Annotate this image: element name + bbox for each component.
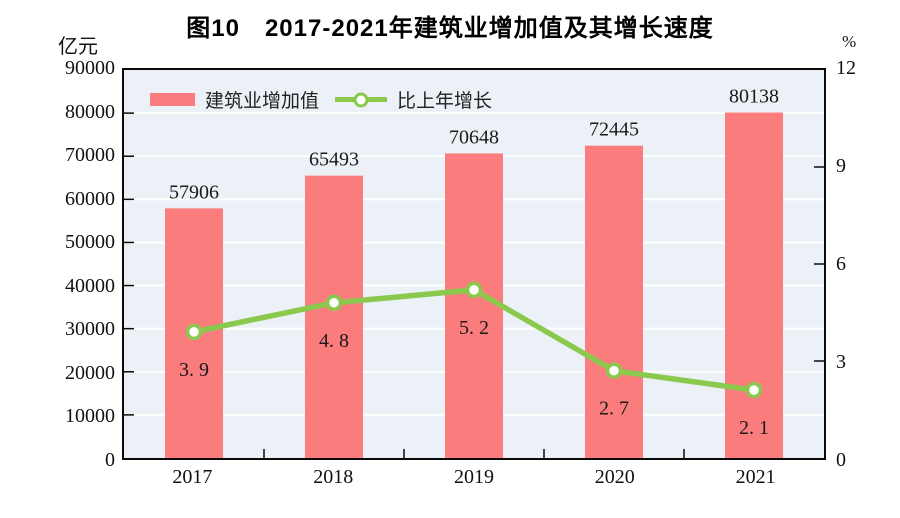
left-tick-label: 80000 [65,100,115,123]
line-marker-2018 [325,294,343,312]
left-tick-label: 30000 [65,318,115,341]
left-tick-label: 90000 [65,57,115,79]
growth-value-label: 2. 7 [599,398,629,420]
line-marker-2020 [605,362,623,379]
bar-2019 [445,153,503,458]
legend-label-bar: 建筑业增加值 [205,91,320,112]
line-marker-2021 [745,381,763,399]
left-tick-label: 70000 [65,144,115,167]
right-tick-label: 6 [836,253,846,275]
right-tick-label: 0 [836,449,846,471]
bar-value-label: 65493 [309,149,359,171]
line-marker-2017 [185,323,203,341]
right-axis-unit: % [842,32,857,51]
right-tick-label: 12 [836,57,856,79]
line-with-dot-icon [335,92,388,107]
growth-value-label: 5. 2 [459,317,489,339]
left-tick-label: 10000 [65,405,115,428]
chart-title: 图10 2017-2021年建筑业增加值及其增长速度 [186,15,714,42]
bar-2020 [585,145,643,458]
legend-item-bar-series: 建筑业增加值 [150,86,319,113]
bar-value-label: 70648 [449,126,499,148]
bar-value-label: 80138 [729,86,779,108]
line-dot-icon [353,92,369,107]
bar-value-label: 72445 [589,119,639,141]
left-tick-label: 60000 [65,187,115,210]
left-tick-label: 0 [105,449,115,471]
left-axis-unit: 亿元 [58,36,98,58]
legend-item-line-series: 比上年增长 [335,86,492,113]
right-tick-label: 9 [836,155,846,177]
bar-swatch-icon [150,93,195,106]
left-tick-label: 40000 [65,274,115,297]
chart-canvas: 57906 65493 70648 72445 80138 3. 9 4. 8 5. 2 2. … [124,86,824,458]
x-tick-label-2017: 2017 [172,466,213,488]
x-tick-label-2018: 2018 [313,466,354,488]
plot-area: 57906 65493 70648 72445 80138 3. 9 4. 8 5. 2 2. … [122,68,826,460]
x-tick-label-2019: 2019 [454,466,494,488]
bar-2021 [725,112,783,458]
x-tick-label-2021: 2021 [735,466,776,488]
legend-label-line: 比上年增长 [397,91,493,112]
left-tick-label: 50000 [65,231,115,254]
growth-value-label: 2. 1 [739,417,769,439]
bar-value-label: 57906 [169,181,219,203]
x-tick-label-2020: 2020 [594,466,635,488]
growth-value-label: 3. 9 [179,359,209,381]
left-tick-label: 20000 [65,361,115,384]
right-tick-label: 3 [836,351,846,373]
line-marker-2019 [465,281,483,299]
growth-value-label: 4. 8 [319,330,349,352]
legend: 建筑业增加值 比上年增长 [150,86,492,113]
bar-2018 [305,175,363,458]
